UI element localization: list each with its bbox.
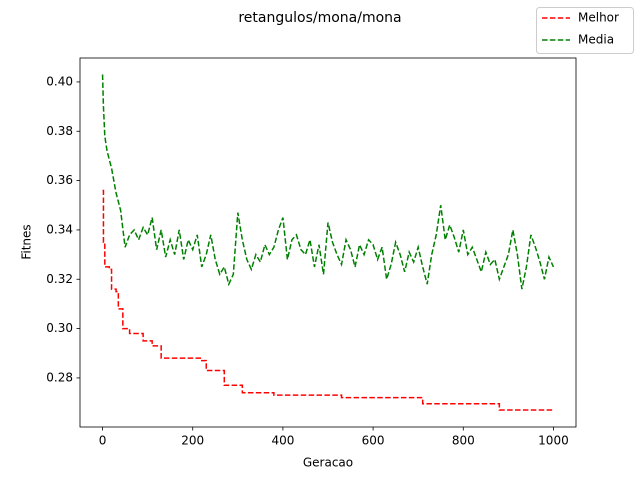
x-tick-label: 400 <box>271 434 294 448</box>
y-tick-label: 0.34 <box>46 222 73 236</box>
x-tick-label: 600 <box>362 434 385 448</box>
legend-box <box>536 7 634 54</box>
x-tick-label: 0 <box>99 434 107 448</box>
line-series <box>101 74 555 290</box>
x-axis-label: Geracao <box>303 456 353 470</box>
y-tick-label: 0.28 <box>46 370 73 384</box>
legend-label: Media <box>578 33 614 47</box>
y-tick-label: 0.40 <box>46 74 73 88</box>
y-tick-label: 0.36 <box>46 173 73 187</box>
y-tick-label: 0.32 <box>46 272 73 286</box>
x-tick-label: 200 <box>181 434 204 448</box>
plot-frame <box>79 57 577 428</box>
x-tick-label: 1000 <box>538 434 569 448</box>
y-axis-label: Fitnes <box>20 224 34 259</box>
x-tick-label: 800 <box>452 434 475 448</box>
line-series <box>102 189 554 411</box>
y-tick-label: 0.38 <box>46 124 73 138</box>
legend-label: Melhor <box>578 11 619 25</box>
y-tick-label: 0.30 <box>46 321 73 335</box>
chart-title: retangulos/mona/mona <box>238 10 401 26</box>
